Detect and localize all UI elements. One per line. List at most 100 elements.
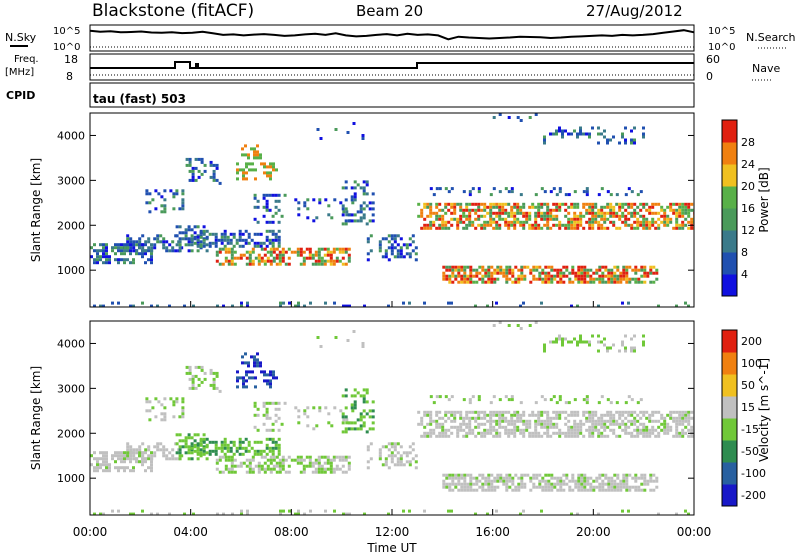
velocity-cell <box>484 476 488 480</box>
power-cell <box>181 192 185 196</box>
velocity-cell <box>214 446 218 450</box>
velocity-cell <box>274 407 278 411</box>
velocity-cell <box>621 509 624 513</box>
velocity-cell <box>465 425 469 429</box>
power-cell <box>519 208 523 212</box>
velocity-cell <box>501 416 505 420</box>
velocity-cell <box>573 425 577 429</box>
power-cell <box>567 193 571 197</box>
power-cell <box>202 225 206 229</box>
velocity-cell <box>123 469 126 473</box>
power-cell <box>604 280 608 284</box>
power-cell <box>471 223 475 227</box>
power-cell <box>190 243 194 247</box>
power-cell <box>543 138 546 142</box>
power-cell <box>486 211 490 215</box>
velocity-cell <box>265 446 269 450</box>
power-cell <box>577 280 581 284</box>
power-cell <box>178 231 182 235</box>
velocity-cell <box>522 410 526 414</box>
power-cell <box>468 223 472 227</box>
power-cell <box>165 240 169 244</box>
power-cell <box>609 205 613 209</box>
power-cell <box>192 304 195 307</box>
freq-left-tick-bottom: 8 <box>66 70 73 83</box>
velocity-colorbar-label: Velocity [m s^-1] <box>757 358 771 462</box>
power-cell <box>341 207 345 211</box>
velocity-cell <box>202 440 206 444</box>
velocity-cell <box>277 452 281 456</box>
power-cell <box>269 253 273 257</box>
velocity-cell <box>275 470 279 474</box>
power-cell <box>609 214 613 218</box>
velocity-cell <box>245 379 248 383</box>
velocity-cell <box>630 413 634 417</box>
power-cell <box>371 207 375 211</box>
power-cell <box>627 187 631 191</box>
velocity-cell <box>591 422 595 426</box>
velocity-cell <box>253 355 256 359</box>
velocity-cell <box>378 457 382 461</box>
power-cell <box>96 249 99 253</box>
power-cell <box>544 280 548 284</box>
power-cell <box>445 274 449 278</box>
power-cell <box>359 186 363 190</box>
power-cell <box>145 192 149 196</box>
power-cell <box>341 204 345 208</box>
power-cell <box>678 205 682 209</box>
power-cell <box>648 220 652 224</box>
power-cell <box>651 205 655 209</box>
velocity-cell <box>178 439 182 443</box>
velocity-cell <box>474 416 478 420</box>
power-cell <box>487 265 491 269</box>
power-cell <box>197 157 201 161</box>
velocity-cell <box>256 358 259 362</box>
power-cell <box>105 252 108 256</box>
velocity-cell <box>211 440 215 444</box>
power-cell <box>588 202 592 206</box>
velocity-cell <box>478 473 482 477</box>
velocity-cell <box>399 463 403 467</box>
power-cell <box>445 265 449 269</box>
velocity-cell <box>549 425 553 429</box>
velocity-cell <box>156 442 160 446</box>
power-cell <box>573 226 577 230</box>
power-cell <box>212 178 216 182</box>
velocity-cell <box>492 419 496 423</box>
power-cell <box>150 246 154 250</box>
power-cell <box>247 241 251 245</box>
power-cell <box>280 214 284 218</box>
velocity-cell <box>126 457 129 461</box>
power-cell <box>396 249 400 253</box>
power-cell <box>460 277 464 281</box>
velocity-cell <box>184 439 188 443</box>
power-cell <box>459 214 463 218</box>
velocity-cell <box>246 509 249 513</box>
power-cell <box>648 223 652 227</box>
power-cell <box>618 208 622 212</box>
velocity-cell <box>529 476 533 480</box>
colorbar-swatch <box>722 330 737 353</box>
velocity-cell <box>573 398 577 402</box>
velocity-cell <box>576 422 580 426</box>
velocity-cell <box>585 398 589 402</box>
velocity-cell <box>209 371 213 375</box>
velocity-cell <box>466 473 470 477</box>
power-cell <box>478 265 482 269</box>
power-cell <box>444 187 448 191</box>
velocity-cell <box>196 457 200 461</box>
power-cell <box>540 205 544 209</box>
velocity-cell <box>588 428 592 432</box>
velocity-cell <box>227 467 231 471</box>
velocity-cell <box>353 403 357 407</box>
velocity-cell <box>145 397 149 401</box>
power-cell <box>254 256 258 260</box>
power-cell <box>495 202 499 206</box>
power-cell <box>196 235 200 239</box>
power-cell <box>567 211 571 215</box>
power-cell <box>579 211 583 215</box>
velocity-cell <box>520 485 524 489</box>
velocity-cell <box>262 449 266 453</box>
velocity-cell <box>335 455 339 459</box>
